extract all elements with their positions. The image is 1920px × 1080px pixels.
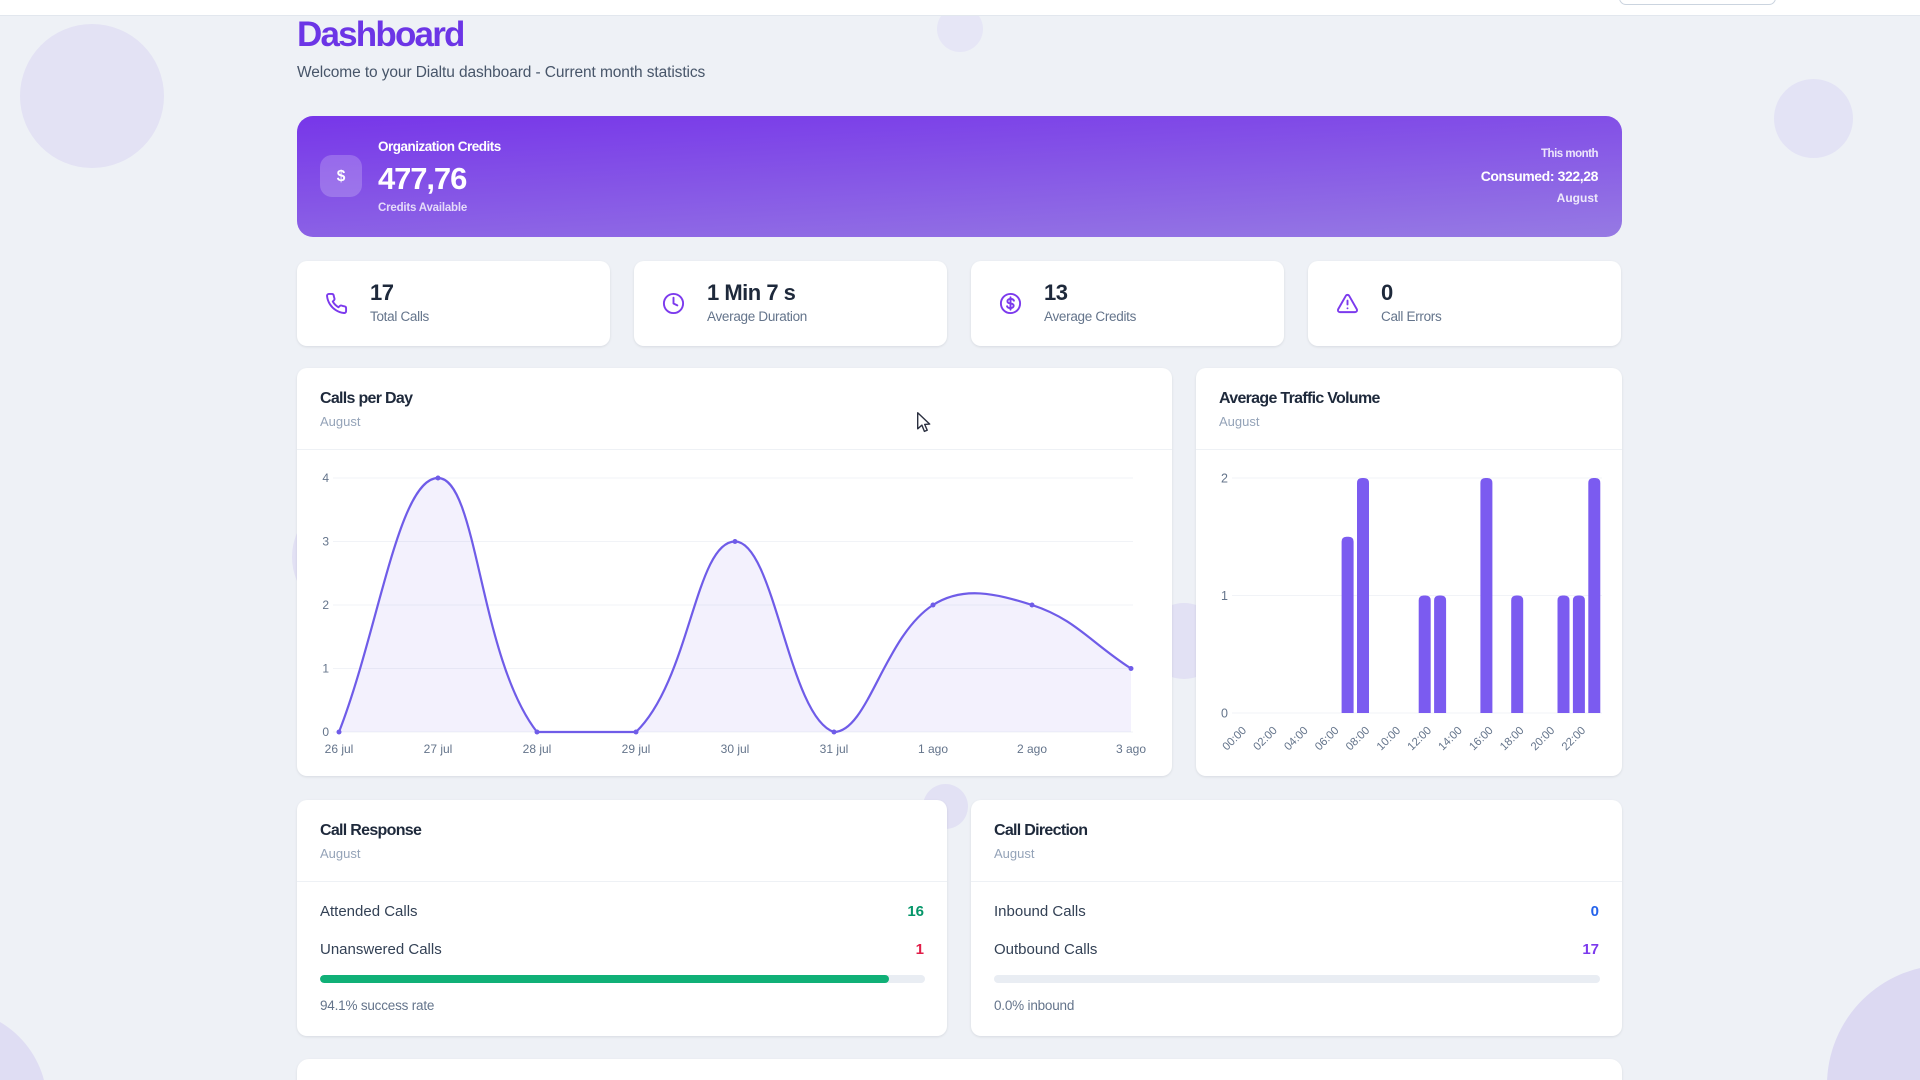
svg-text:20:00: 20:00: [1529, 725, 1557, 753]
svg-text:18:00: 18:00: [1498, 725, 1526, 753]
svg-text:04:00: 04:00: [1282, 725, 1310, 753]
svg-text:31 jul: 31 jul: [820, 742, 849, 756]
svg-text:2: 2: [1221, 472, 1228, 486]
svg-text:3 ago: 3 ago: [1116, 742, 1146, 756]
svg-text:1: 1: [1221, 589, 1228, 603]
svg-text:02:00: 02:00: [1251, 725, 1279, 753]
svg-text:1: 1: [322, 662, 329, 676]
svg-text:4: 4: [322, 471, 329, 485]
svg-text:16:00: 16:00: [1467, 725, 1495, 753]
svg-text:0: 0: [322, 725, 329, 739]
svg-text:0: 0: [1221, 707, 1228, 721]
svg-text:14:00: 14:00: [1436, 725, 1464, 753]
svg-text:08:00: 08:00: [1344, 725, 1372, 753]
svg-text:2: 2: [322, 598, 329, 612]
svg-text:00:00: 00:00: [1221, 725, 1249, 753]
svg-text:1 ago: 1 ago: [918, 742, 948, 756]
svg-text:06:00: 06:00: [1313, 725, 1341, 753]
svg-text:3: 3: [322, 535, 329, 549]
svg-text:29 jul: 29 jul: [622, 742, 651, 756]
svg-text:26 jul: 26 jul: [325, 742, 354, 756]
svg-text:10:00: 10:00: [1375, 725, 1403, 753]
svg-text:27 jul: 27 jul: [424, 742, 453, 756]
svg-text:22:00: 22:00: [1560, 725, 1588, 753]
svg-text:12:00: 12:00: [1406, 725, 1434, 753]
svg-text:28 jul: 28 jul: [523, 742, 552, 756]
svg-text:30 jul: 30 jul: [721, 742, 750, 756]
svg-text:2 ago: 2 ago: [1017, 742, 1047, 756]
